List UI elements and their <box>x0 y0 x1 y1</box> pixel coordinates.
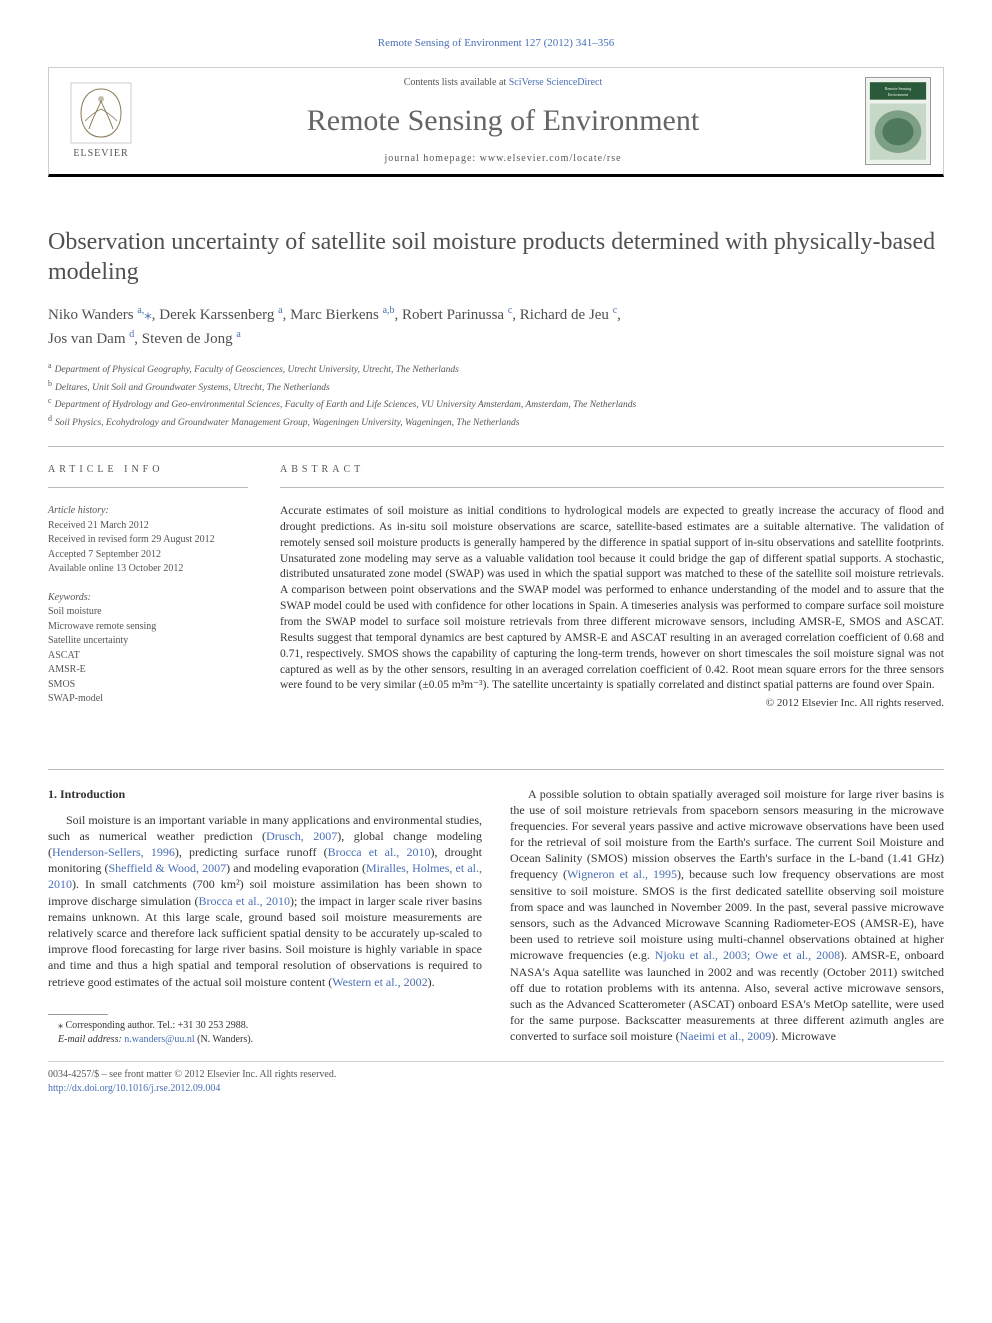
journal-cover-thumbnail: Remote Sensing Environment <box>865 77 931 165</box>
author: Robert Parinussa c <box>402 307 512 323</box>
article-history: Article history: Received 21 March 2012 … <box>48 504 248 577</box>
section-heading: 1. Introduction <box>48 786 482 802</box>
author: Jos van Dam d <box>48 331 134 347</box>
keywords-label: Keywords: <box>48 591 248 606</box>
email-note: E-mail address: n.wanders@uu.nl (N. Wand… <box>48 1033 482 1047</box>
doi-link[interactable]: http://dx.doi.org/10.1016/j.rse.2012.09.… <box>48 1083 220 1094</box>
affiliation: bDeltares, Unit Soil and Groundwater Sys… <box>48 378 944 395</box>
author-email-link[interactable]: n.wanders@uu.nl <box>124 1034 194 1045</box>
publisher-name: ELSEVIER <box>73 147 128 161</box>
keyword: ASCAT <box>48 649 248 664</box>
divider <box>280 487 944 488</box>
body-text: 1. Introduction Soil moisture is an impo… <box>48 786 944 1047</box>
author: Marc Bierkens a,b <box>290 307 394 323</box>
keyword: AMSR-E <box>48 663 248 678</box>
article-info-heading: article info <box>48 463 248 477</box>
abstract-text: Accurate estimates of soil moisture as i… <box>280 504 944 694</box>
article-info-sidebar: article info Article history: Received 2… <box>48 463 248 721</box>
history-line: Available online 13 October 2012 <box>48 562 248 577</box>
svg-text:Environment: Environment <box>888 93 909 97</box>
corresponding-author-note: ⁎ Corresponding author. Tel.: +31 30 253… <box>48 1019 482 1033</box>
journal-name: Remote Sensing of Environment <box>157 100 849 142</box>
keyword: Microwave remote sensing <box>48 620 248 635</box>
issn-line: 0034-4257/$ – see front matter © 2012 El… <box>48 1068 944 1082</box>
author-list: Niko Wanders a,⁎, Derek Karssenberg a, M… <box>48 303 944 350</box>
citation-link[interactable]: Drusch, 2007 <box>266 829 337 843</box>
divider <box>48 446 944 447</box>
journal-homepage: journal homepage: www.elsevier.com/locat… <box>157 152 849 166</box>
abstract-block: abstract Accurate estimates of soil mois… <box>280 463 944 721</box>
keyword: SWAP-model <box>48 692 248 707</box>
abstract-copyright: © 2012 Elsevier Inc. All rights reserved… <box>280 696 944 711</box>
keyword: SMOS <box>48 678 248 693</box>
contents-prefix: Contents lists available at <box>404 77 509 88</box>
footnote-rule <box>48 1014 108 1015</box>
keyword: Satellite uncertainty <box>48 634 248 649</box>
page-footer: 0034-4257/$ – see front matter © 2012 El… <box>48 1061 944 1096</box>
article-title: Observation uncertainty of satellite soi… <box>48 227 944 287</box>
sciencedirect-link[interactable]: SciVerse ScienceDirect <box>509 77 603 88</box>
paragraph: A possible solution to obtain spatially … <box>510 786 944 1045</box>
divider <box>48 487 248 488</box>
citation-link[interactable]: Njoku et al., 2003; Owe et al., 2008 <box>655 948 840 962</box>
svg-text:Remote Sensing: Remote Sensing <box>885 86 912 91</box>
citation-link[interactable]: Sheffield & Wood, 2007 <box>108 861 226 875</box>
email-suffix: (N. Wanders). <box>197 1034 253 1045</box>
citation-link[interactable]: Western et al., 2002 <box>332 975 427 989</box>
citation-link[interactable]: Naeimi et al., 2009 <box>680 1029 772 1043</box>
keyword: Soil moisture <box>48 605 248 620</box>
affiliation: dSoil Physics, Ecohydrology and Groundwa… <box>48 413 944 430</box>
affiliation: aDepartment of Physical Geography, Facul… <box>48 360 944 377</box>
author: Derek Karssenberg a <box>159 307 282 323</box>
history-label: Article history: <box>48 504 248 519</box>
journal-header: ELSEVIER Contents lists available at Sci… <box>48 67 944 177</box>
journal-reference: Remote Sensing of Environment 127 (2012)… <box>48 36 944 51</box>
affiliation: cDepartment of Hydrology and Geo-environ… <box>48 395 944 412</box>
citation-link[interactable]: Brocca et al., 2010 <box>199 894 290 908</box>
citation-link[interactable]: Wigneron et al., 1995 <box>567 867 677 881</box>
keywords-block: Keywords: Soil moisture Microwave remote… <box>48 591 248 707</box>
email-label: E-mail address: <box>58 1034 122 1045</box>
citation-link[interactable]: Henderson-Sellers, 1996 <box>52 845 175 859</box>
history-line: Accepted 7 September 2012 <box>48 548 248 563</box>
citation-link[interactable]: Brocca et al., 2010 <box>328 845 431 859</box>
author: Niko Wanders a,⁎ <box>48 307 152 323</box>
author: Steven de Jong a <box>142 331 241 347</box>
author: Richard de Jeu c <box>520 307 617 323</box>
divider <box>48 769 944 770</box>
paragraph: Soil moisture is an important variable i… <box>48 812 482 990</box>
history-line: Received 21 March 2012 <box>48 519 248 534</box>
affiliations: aDepartment of Physical Geography, Facul… <box>48 360 944 430</box>
abstract-heading: abstract <box>280 463 944 477</box>
history-line: Received in revised form 29 August 2012 <box>48 533 248 548</box>
contents-line: Contents lists available at SciVerse Sci… <box>157 76 849 90</box>
elsevier-logo: ELSEVIER <box>61 81 141 161</box>
